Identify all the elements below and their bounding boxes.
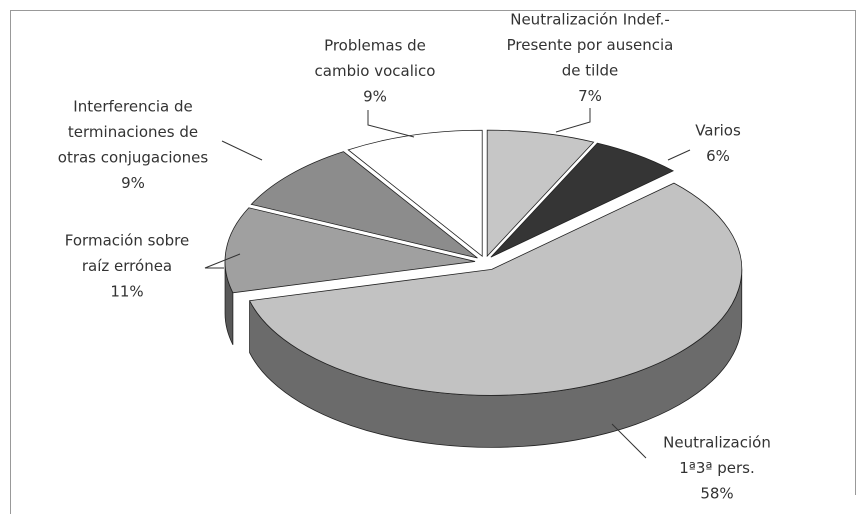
slice <box>486 129 595 258</box>
slice-label: terminaciones de <box>68 123 198 141</box>
leader-line <box>555 108 591 133</box>
slice <box>250 151 478 259</box>
leader-line <box>204 253 241 269</box>
slice-label: Neutralización Indef.- <box>510 11 670 29</box>
slice-label: Interferencia de <box>73 98 192 116</box>
leader-line <box>611 423 647 459</box>
slice <box>490 142 675 258</box>
slice-label: cambio vocalico <box>315 62 436 80</box>
value-label: 6% <box>706 147 730 165</box>
slice <box>224 207 476 294</box>
slice-label: raíz errónea <box>82 257 172 275</box>
leader-line <box>667 149 691 161</box>
frame <box>10 10 856 514</box>
value-label: 11% <box>110 283 143 301</box>
leader-line <box>221 140 263 161</box>
slice <box>248 182 743 396</box>
slice-label: otras conjugaciones <box>58 149 209 167</box>
slice-label: 1ª3ª pers. <box>679 459 755 477</box>
slice-label: Varios <box>695 122 741 140</box>
slice <box>347 129 483 258</box>
slice-label: Problemas de <box>324 37 426 55</box>
slice-label: de tilde <box>562 62 618 80</box>
slice-label: Neutralización <box>663 434 771 452</box>
value-label: 9% <box>363 88 387 106</box>
leader-line <box>367 110 415 138</box>
value-label: 58% <box>700 485 733 503</box>
value-label: 9% <box>121 174 145 192</box>
slice-label: Presente por ausencia <box>507 36 674 54</box>
value-label: 7% <box>578 87 602 105</box>
slice-label: Formación sobre <box>65 232 189 250</box>
